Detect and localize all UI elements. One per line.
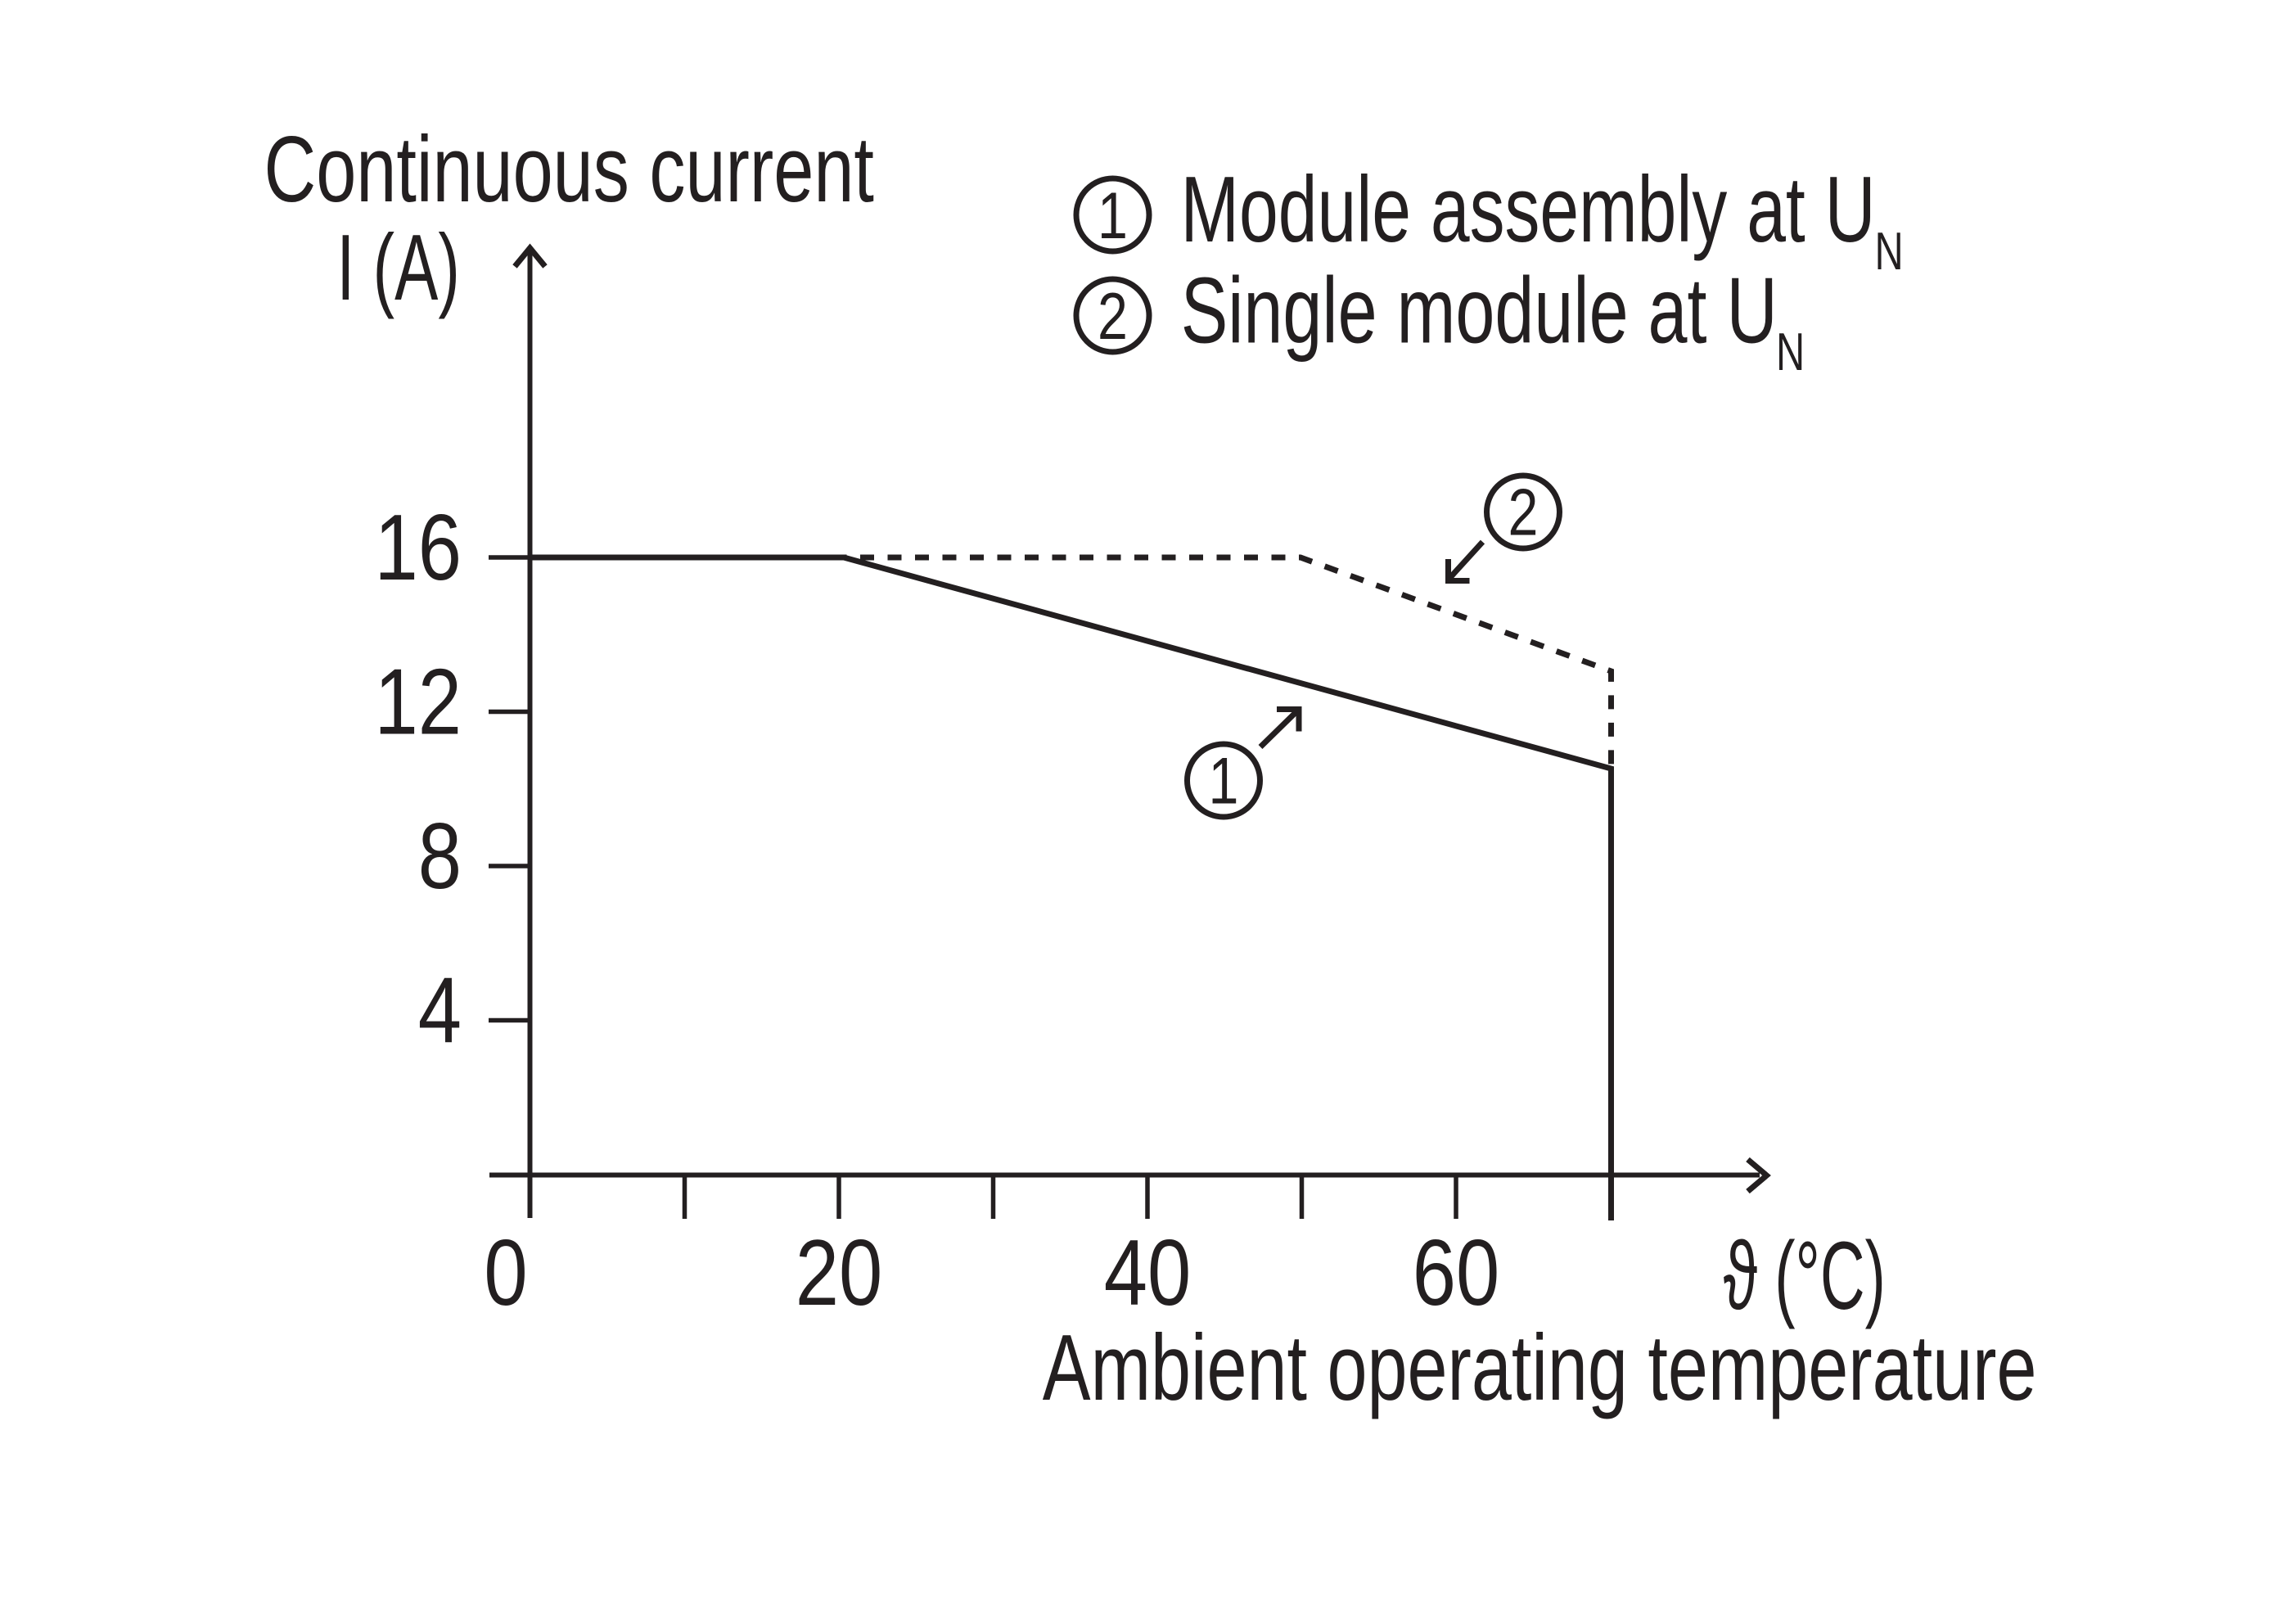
svg-text:2: 2 xyxy=(1508,475,1539,549)
svg-text:60: 60 xyxy=(1413,1221,1500,1325)
svg-text:ϑ (°C): ϑ (°C) xyxy=(1724,1222,1886,1330)
svg-text:4: 4 xyxy=(418,959,462,1063)
svg-text:Single module at U: Single module at U xyxy=(1181,259,1778,363)
svg-text:20: 20 xyxy=(796,1221,883,1325)
svg-text:40: 40 xyxy=(1104,1221,1192,1325)
svg-text:12: 12 xyxy=(374,651,462,755)
svg-text:1: 1 xyxy=(1098,178,1128,253)
svg-text:1: 1 xyxy=(1209,743,1239,818)
svg-text:Continuous current: Continuous current xyxy=(264,117,874,221)
svg-text:8: 8 xyxy=(418,805,462,909)
svg-text:16: 16 xyxy=(374,496,462,600)
svg-text:Ambient operating temperature: Ambient operating temperature xyxy=(1043,1315,2037,1420)
svg-text:N: N xyxy=(1776,323,1805,381)
svg-text:I (A): I (A) xyxy=(336,215,460,319)
svg-text:Module assembly at U: Module assembly at U xyxy=(1181,158,1876,262)
svg-text:2: 2 xyxy=(1098,279,1128,354)
svg-text:0: 0 xyxy=(484,1221,527,1325)
svg-text:N: N xyxy=(1875,222,1904,281)
